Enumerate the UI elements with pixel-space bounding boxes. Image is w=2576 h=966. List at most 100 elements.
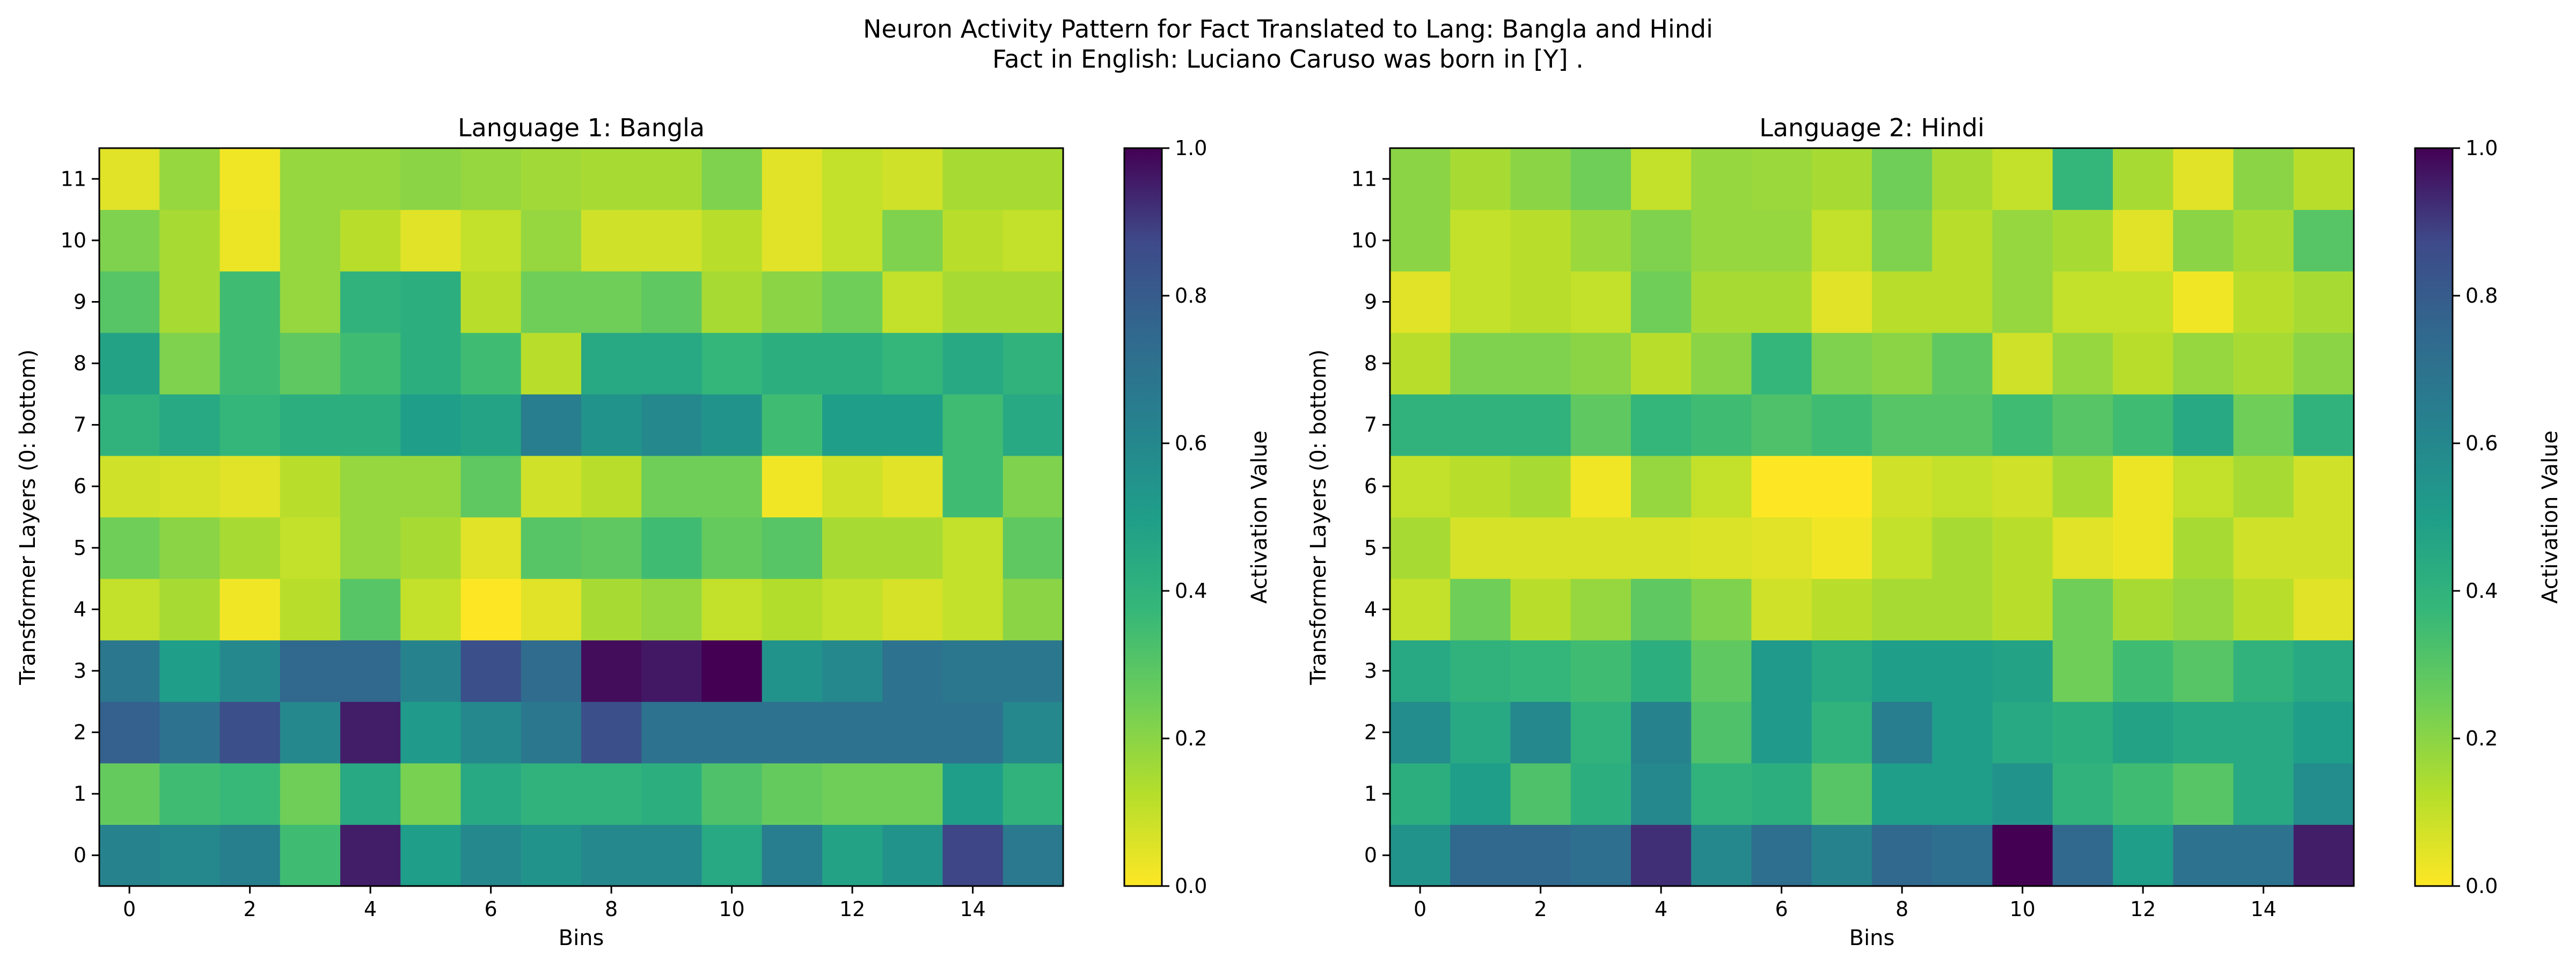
heatmap-cell <box>1390 701 1451 764</box>
heatmap-cell <box>1631 394 1692 456</box>
heatmap-cell <box>340 517 401 579</box>
heatmap-cell <box>1510 455 1571 518</box>
colorbar-tick-label: 1.0 <box>1175 136 1207 160</box>
heatmap-cell <box>641 332 702 394</box>
y-tick-label: 1 <box>74 782 86 806</box>
y-tick-label: 8 <box>1364 352 1377 375</box>
heatmap-cell <box>159 394 221 456</box>
heatmap-cell <box>2173 332 2234 394</box>
heatmap-cell <box>762 701 823 764</box>
x-tick-label: 0 <box>1414 897 1426 921</box>
heatmap-cell <box>2293 517 2354 579</box>
heatmap-cell <box>1932 579 1993 641</box>
colorbar-tick-label: 0.0 <box>2465 874 2498 898</box>
heatmap-cell <box>2113 579 2174 641</box>
heatmap-cell <box>581 271 642 333</box>
heatmap-cell <box>641 271 702 333</box>
heatmap-cell <box>701 640 763 702</box>
y-tick-label: 0 <box>1364 844 1377 867</box>
heatmap-cell <box>400 332 462 394</box>
heatmap-cell <box>1002 209 1064 272</box>
heatmap-cell <box>2233 763 2294 825</box>
heatmap-cell <box>1691 824 1752 887</box>
heatmap-cell <box>219 455 281 518</box>
heatmap-cell <box>340 455 401 518</box>
heatmap-cell <box>1390 148 1451 210</box>
heatmap-cell <box>1450 640 1511 702</box>
heatmap-cell <box>762 640 823 702</box>
heatmap-cell <box>1932 455 1993 518</box>
heatmap-cell <box>2293 394 2354 456</box>
heatmap-cell <box>2233 579 2294 641</box>
heatmap-cell <box>2173 209 2234 272</box>
heatmap-cell <box>460 640 522 702</box>
heatmap-cell <box>581 701 642 764</box>
heatmap-cell <box>159 455 221 518</box>
axes-title: Language 1: Bangla <box>458 113 705 142</box>
heatmap-cell <box>1932 824 1993 887</box>
heatmap-cell <box>2052 271 2113 333</box>
heatmap-cell <box>1390 394 1451 456</box>
heatmap-cell <box>521 517 582 579</box>
heatmap-cell <box>882 640 943 702</box>
heatmap-cell <box>2173 271 2234 333</box>
heatmap-cell <box>340 701 401 764</box>
y-tick-label: 4 <box>1364 597 1377 621</box>
heatmap-cell <box>219 640 281 702</box>
heatmap-cell <box>280 394 341 456</box>
heatmap-cell <box>1932 640 1993 702</box>
heatmap-cell <box>1631 824 1692 887</box>
heatmap-cell <box>2233 148 2294 210</box>
heatmap-cell <box>581 517 642 579</box>
y-tick-label: 6 <box>1364 474 1377 498</box>
heatmap-cell <box>521 640 582 702</box>
y-tick-label: 2 <box>1364 721 1377 744</box>
heatmap-cell <box>2052 455 2113 518</box>
heatmap-cell <box>882 271 943 333</box>
heatmap-cell <box>1932 517 1993 579</box>
y-tick-label: 8 <box>74 352 86 375</box>
heatmap-cell <box>1002 701 1064 764</box>
heatmap-cell <box>400 148 462 210</box>
heatmap-cell <box>822 763 883 825</box>
y-tick-label: 3 <box>74 659 86 683</box>
heatmap-cell <box>400 271 462 333</box>
heatmap-cell <box>159 332 221 394</box>
heatmap-cell <box>2233 332 2294 394</box>
heatmap-cell <box>1510 517 1571 579</box>
heatmap-cell <box>762 271 823 333</box>
heatmap-cell <box>1631 455 1692 518</box>
heatmap-cell <box>1450 148 1511 210</box>
heatmap-cell <box>1510 701 1571 764</box>
x-tick-label: 10 <box>719 897 744 921</box>
heatmap-cell <box>1811 517 1872 579</box>
heatmap-cell <box>2113 640 2174 702</box>
heatmap-cell <box>2113 517 2174 579</box>
heatmap-cell <box>701 763 763 825</box>
colorbar <box>1124 148 1162 886</box>
y-tick-label: 10 <box>1351 229 1377 252</box>
heatmap-cell <box>762 394 823 456</box>
heatmap-cell <box>1510 271 1571 333</box>
colorbar-frame <box>2414 147 2454 887</box>
heatmap-cell <box>219 271 281 333</box>
heatmap-cell <box>219 579 281 641</box>
heatmap-cell <box>1872 209 1933 272</box>
heatmap-cell <box>2052 394 2113 456</box>
heatmap-cell <box>340 209 401 272</box>
heatmap-cell <box>2293 455 2354 518</box>
heatmap-cell <box>521 148 582 210</box>
heatmap-cell <box>1751 209 1812 272</box>
heatmap-cell <box>521 394 582 456</box>
heatmap-cell <box>942 824 1004 887</box>
heatmap-cell <box>1811 640 1872 702</box>
y-tick-label: 10 <box>61 229 86 252</box>
heatmap-cell <box>1691 209 1752 272</box>
heatmap-cell <box>2052 148 2113 210</box>
heatmap-cell <box>1751 517 1812 579</box>
heatmap-cell <box>1510 148 1571 210</box>
heatmap-cell <box>219 824 281 887</box>
heatmap-cell <box>1570 332 1631 394</box>
heatmap-cell <box>1751 701 1812 764</box>
